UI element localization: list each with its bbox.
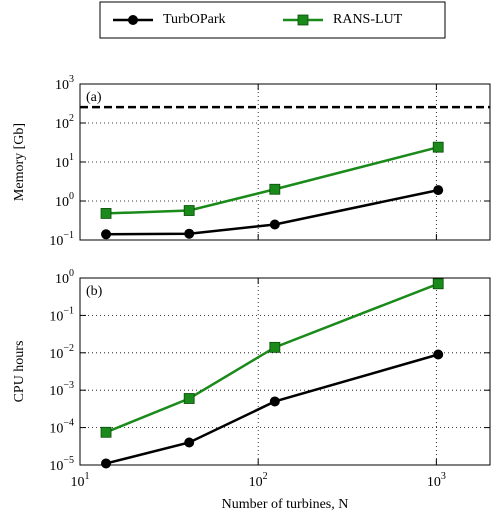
marker (269, 396, 280, 407)
series-line (105, 353, 439, 465)
y-tick-label: 100 (55, 191, 74, 210)
y-tick-label: 10−5 (49, 455, 74, 474)
series-line (106, 188, 439, 236)
y-tick-label: 10−1 (49, 230, 74, 249)
marker (433, 349, 444, 360)
marker (183, 393, 195, 404)
legend-marker (297, 14, 309, 26)
marker (269, 341, 281, 353)
x-tick-label: 101 (71, 471, 90, 490)
y-tick-label: 103 (55, 74, 74, 93)
marker (101, 458, 112, 469)
plot-frame (79, 277, 491, 466)
y-axis-label: CPU hours (12, 341, 27, 403)
panel-label: (a) (86, 90, 102, 105)
y-tick-label: 10−2 (49, 343, 74, 362)
marker (101, 229, 112, 240)
marker (433, 185, 444, 196)
marker (183, 205, 195, 216)
marker (269, 219, 280, 230)
legend-marker (128, 15, 138, 25)
y-tick-label: 101 (55, 152, 74, 171)
plot-frame (79, 83, 491, 241)
marker (432, 278, 444, 290)
series-line (105, 282, 439, 434)
y-tick-label: 10−1 (49, 306, 74, 325)
marker (184, 228, 195, 239)
y-tick-label: 100 (55, 268, 74, 287)
y-axis-label: Memory [Gb] (12, 123, 27, 201)
panel-label: (b) (86, 284, 103, 299)
legend-label: TurbOPark (163, 12, 226, 27)
marker (100, 208, 112, 219)
marker (269, 183, 281, 195)
y-tick-label: 10−4 (49, 418, 74, 437)
series-line (105, 145, 439, 215)
y-tick-label: 10−3 (49, 380, 74, 399)
marker (184, 437, 195, 448)
marker (100, 426, 112, 438)
legend-box (99, 1, 446, 39)
legend-label: RANS-LUT (333, 12, 403, 27)
x-tick-label: 102 (249, 471, 268, 490)
y-tick-label: 102 (55, 113, 74, 132)
marker (432, 141, 444, 153)
x-tick-label: 103 (427, 471, 446, 490)
x-axis-label: Number of turbines, N (222, 497, 349, 512)
